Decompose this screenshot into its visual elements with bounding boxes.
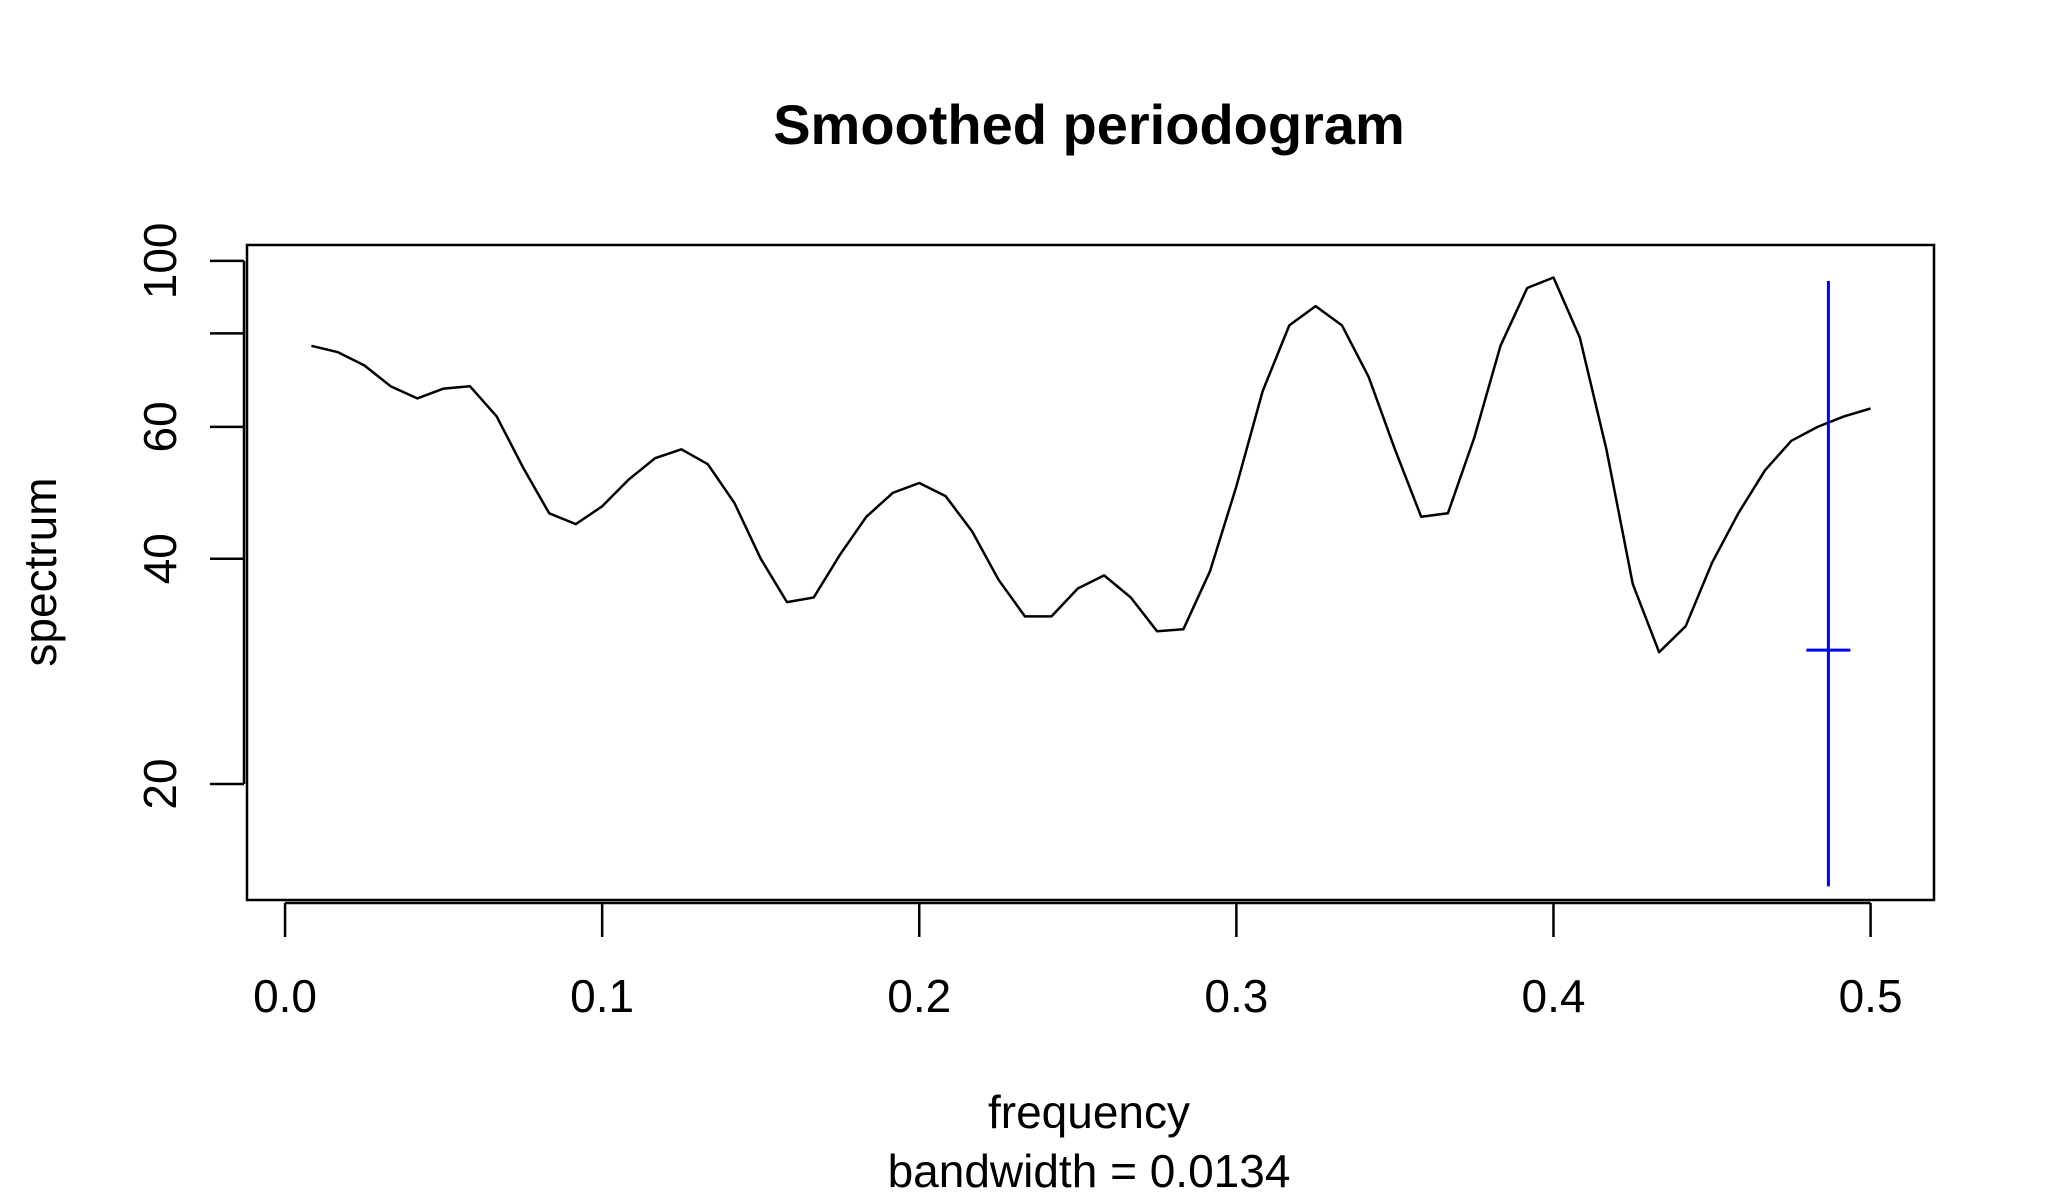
y-tick-label: 20 bbox=[134, 758, 186, 809]
y-axis: 20 40 60 100 bbox=[134, 222, 246, 810]
x-tick-label: 0.0 bbox=[253, 970, 317, 1022]
x-axis-label: frequency bbox=[988, 1086, 1190, 1138]
x-tick-label: 0.4 bbox=[1521, 970, 1585, 1022]
y-axis-label: spectrum bbox=[14, 477, 66, 666]
bandwidth-subtitle: bandwidth = 0.0134 bbox=[888, 1145, 1291, 1197]
y-tick-label: 40 bbox=[134, 533, 186, 584]
x-tick-label: 0.5 bbox=[1839, 970, 1903, 1022]
spectrum-series bbox=[311, 276, 1871, 654]
confidence-interval-bar bbox=[1806, 280, 1851, 887]
y-tick-label: 100 bbox=[134, 222, 186, 299]
x-axis: 0.0 0.1 0.2 0.3 0.4 0.5 bbox=[253, 901, 1903, 1022]
plot-box bbox=[245, 243, 1936, 902]
x-tick-label: 0.3 bbox=[1204, 970, 1268, 1022]
x-tick-label: 0.2 bbox=[887, 970, 951, 1022]
spectrum-line bbox=[311, 276, 1871, 654]
x-tick-label: 0.1 bbox=[570, 970, 634, 1022]
y-tick-label: 60 bbox=[134, 401, 186, 452]
chart-title: Smoothed periodogram bbox=[773, 93, 1405, 156]
